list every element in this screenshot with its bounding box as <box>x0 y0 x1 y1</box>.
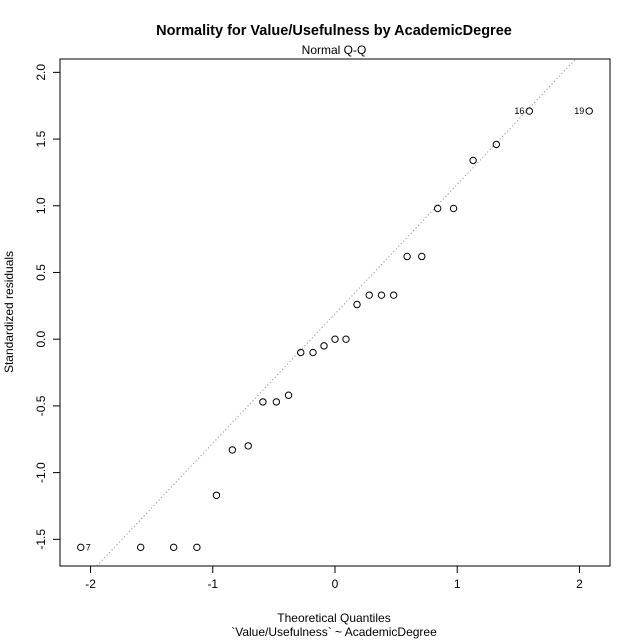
data-point <box>585 107 593 115</box>
data-point <box>309 348 317 357</box>
data-point <box>259 398 267 406</box>
y-tick-label: 0.5 <box>34 264 48 281</box>
chart-title: Normality for Value/Usefulness by Academ… <box>156 23 512 39</box>
data-point <box>212 491 221 499</box>
x-tick-label: 2 <box>576 577 583 591</box>
point-label: 16 <box>514 106 524 116</box>
data-point <box>492 140 501 149</box>
data-point <box>297 348 305 357</box>
data-point <box>353 300 361 309</box>
data-point <box>331 335 339 343</box>
y-axis-label: Standardized residuals <box>2 251 16 373</box>
y-tick-label: -1.0 <box>34 462 48 483</box>
reference-line <box>96 58 577 567</box>
x-axis: -2 -1 0 1 2 <box>85 566 583 591</box>
y-tick-label: 1.5 <box>34 130 48 147</box>
x-tick-label: -2 <box>85 577 96 591</box>
data-point <box>389 291 398 299</box>
x-tick-label: 1 <box>454 577 461 591</box>
data-point <box>169 543 178 552</box>
y-tick-label: 1.0 <box>34 197 48 214</box>
y-tick-label: 2.0 <box>34 64 48 81</box>
data-point <box>342 335 350 343</box>
y-axis: -1.5 -1.0 -0.5 0.0 0.5 1.0 1.5 2.0 <box>34 64 60 550</box>
y-tick-label: 0.0 <box>34 331 48 348</box>
x-axis-label: Theoretical Quantiles <box>277 611 390 625</box>
data-point <box>136 543 145 552</box>
y-tick-label: -1.5 <box>34 529 48 550</box>
data-points: 7 16 19 <box>77 106 593 552</box>
data-point <box>244 442 252 450</box>
data-point <box>320 342 328 350</box>
y-tick-label: -0.5 <box>34 395 48 416</box>
x-axis-sublabel: `Value/Usefulness` ~ AcademicDegree <box>231 625 437 639</box>
data-point <box>77 543 85 552</box>
data-point <box>449 204 458 213</box>
data-point <box>377 291 386 299</box>
data-point <box>365 291 373 299</box>
data-point <box>403 252 411 261</box>
data-point <box>525 107 534 115</box>
data-point <box>433 204 442 213</box>
point-label: 19 <box>574 106 584 116</box>
data-point <box>193 543 201 552</box>
data-point <box>469 156 477 165</box>
plot-frame <box>59 58 611 567</box>
x-tick-label: -1 <box>207 577 218 591</box>
chart-subtitle: Normal Q-Q <box>302 43 367 57</box>
data-point <box>284 391 293 399</box>
point-label: 7 <box>86 542 91 552</box>
data-point <box>272 398 281 406</box>
data-point <box>228 446 237 454</box>
x-tick-label: 0 <box>332 577 339 591</box>
data-point <box>418 252 426 261</box>
plot-area: 7 16 19 <box>77 58 593 567</box>
